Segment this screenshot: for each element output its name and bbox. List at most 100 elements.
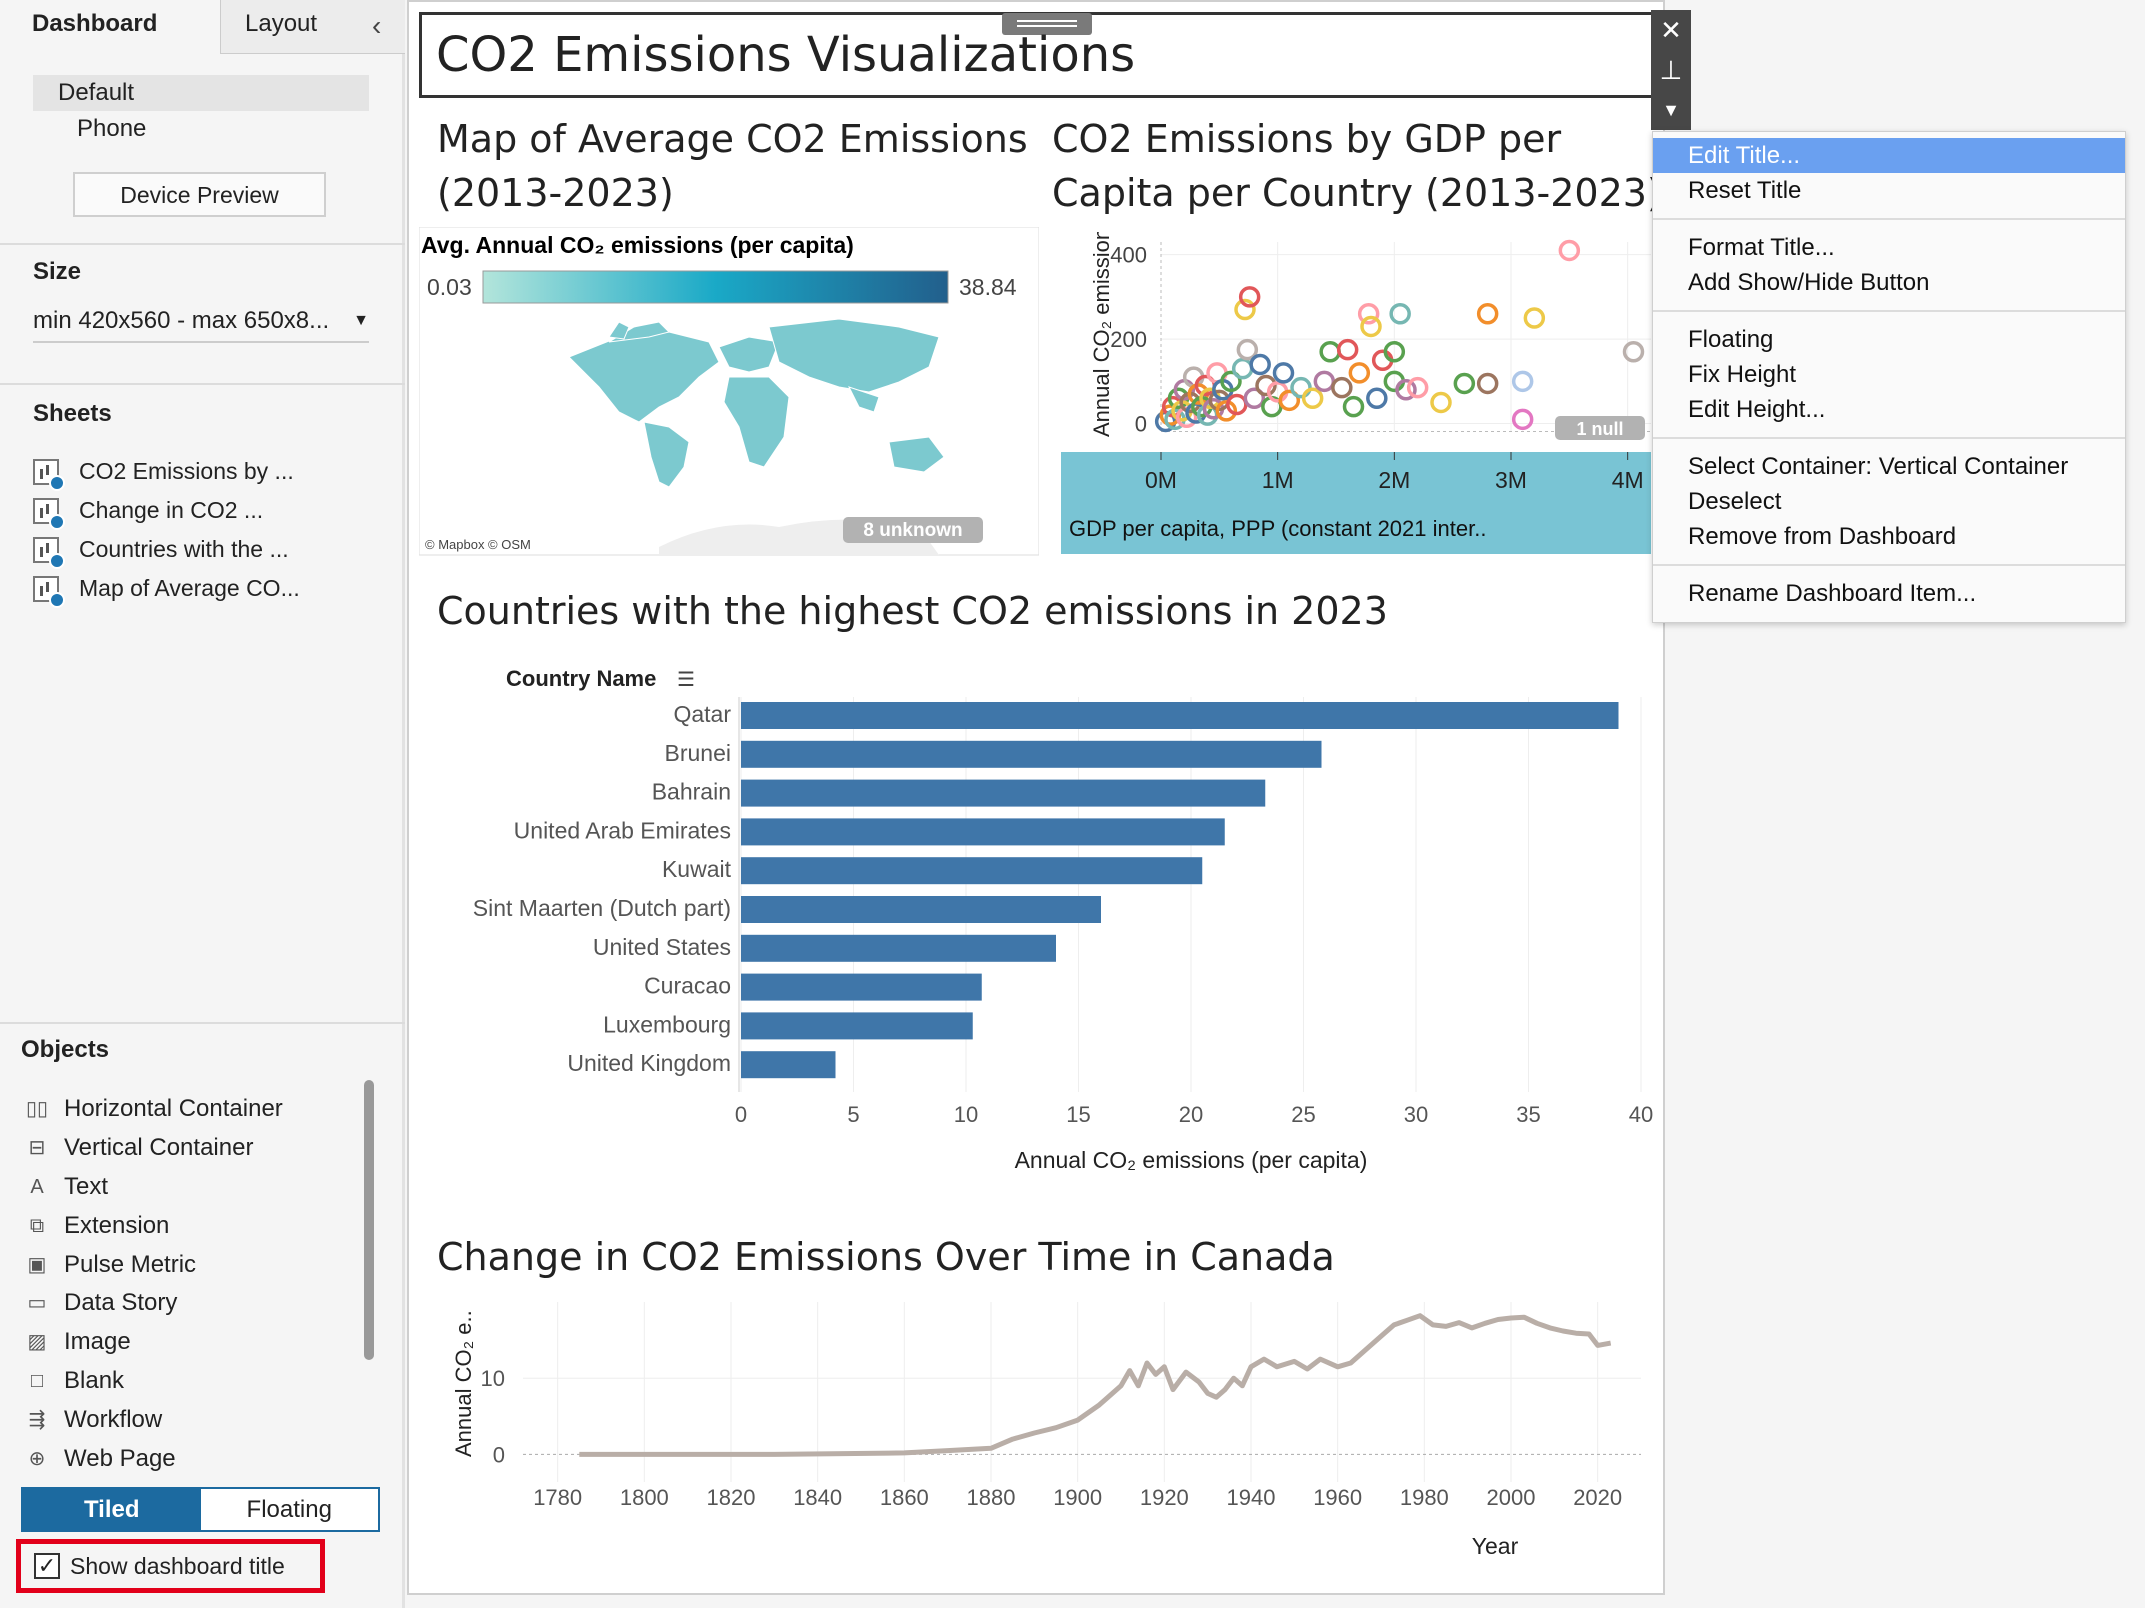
x-tick-label: 2000: [1487, 1485, 1536, 1510]
map-title: Map of Average CO2 Emissions (2013-2023): [437, 112, 1028, 220]
dashboard-title[interactable]: CO2 Emissions Visualizations: [419, 12, 1655, 98]
collapse-panel-icon[interactable]: ‹: [372, 10, 382, 41]
object-label: Vertical Container: [64, 1134, 254, 1162]
device-phone[interactable]: Phone: [77, 115, 147, 142]
device-list: Default Phone: [33, 75, 369, 147]
tab-layout[interactable]: Layout: [220, 0, 405, 54]
dashboard-title-text: CO2 Emissions Visualizations: [436, 27, 1136, 83]
x-axis-label: Year: [1472, 1533, 1519, 1559]
object-vertical-container[interactable]: ⊟ Vertical Container: [26, 1129, 356, 1168]
sheet-item[interactable]: CO2 Emissions by ...: [33, 452, 373, 491]
scatter-point: [1215, 400, 1238, 422]
menu-add-show-hide-button[interactable]: Add Show/Hide Button: [1688, 269, 1930, 296]
bar: [741, 857, 1203, 885]
x-tick-label: 1880: [967, 1485, 1016, 1510]
line-chart[interactable]: 1780 1800 1820 1840 1860 1880 1900 1920 1940 1960…: [419, 1292, 1659, 1572]
object-label: Pulse Metric: [64, 1250, 197, 1278]
size-dropdown[interactable]: min 420x560 - max 650x8... ▼: [33, 305, 369, 343]
object-workflow[interactable]: ⇶ Workflow: [26, 1400, 356, 1439]
device-preview-button[interactable]: Device Preview: [73, 172, 326, 217]
objects-scrollbar[interactable]: [364, 1080, 374, 1360]
bar: [741, 779, 1266, 807]
y-tick-label: 10: [481, 1366, 505, 1391]
object-web-page[interactable]: ⊕ Web Page: [26, 1439, 356, 1478]
scatter-point: [1360, 315, 1382, 338]
scatter-point: [1523, 307, 1546, 329]
sheet-item[interactable]: Countries with the ...: [33, 530, 373, 569]
map-view[interactable]: Avg. Annual CO₂ emissions (per capita) 0…: [419, 227, 1039, 557]
menu-deselect[interactable]: Deselect: [1688, 488, 1782, 515]
object-pulse-metric[interactable]: ▣ Pulse Metric: [26, 1245, 356, 1284]
object-label: Workflow: [64, 1405, 163, 1433]
null-badge: [1555, 416, 1645, 440]
objects-title: Objects: [21, 1036, 110, 1063]
category-label: Sint Maarten (Dutch part): [473, 895, 731, 921]
bar: [741, 740, 1322, 768]
category-label: Bahrain: [652, 779, 731, 805]
scatter-point: [1220, 370, 1242, 393]
object-horizontal-container[interactable]: ▯▯ Horizontal Container: [26, 1090, 356, 1129]
scatter-point: [1476, 372, 1499, 395]
bar-chart[interactable]: Country Name ☰ 0 5 10 15 20 25 30 35 40 Qatar Brunei…: [419, 652, 1659, 1182]
scatter-point: [1238, 286, 1261, 308]
menu-fix-height[interactable]: Fix Height: [1688, 361, 1797, 388]
x-tick-label: 40: [1629, 1102, 1653, 1127]
worksheet-icon: [33, 575, 65, 608]
menu-format-title[interactable]: Format Title...: [1688, 234, 1835, 261]
x-tick-label: 10: [954, 1102, 978, 1127]
bar: [741, 1051, 836, 1079]
layout-mode-toggle: Tiled Floating: [21, 1487, 380, 1532]
show-dashboard-title-checkbox[interactable]: ✓ Show dashboard title: [16, 1539, 325, 1593]
object-label: Extension: [64, 1211, 170, 1239]
menu-remove-from-dashboard[interactable]: Remove from Dashboard: [1688, 523, 1957, 550]
unknown-badge[interactable]: [843, 517, 983, 543]
menu-rename-dashboard-item[interactable]: Rename Dashboard Item...: [1688, 580, 1977, 607]
x-tick-label: 1840: [793, 1485, 842, 1510]
object-data-story[interactable]: ▭ Data Story: [26, 1284, 356, 1323]
menu-edit-height[interactable]: Edit Height...: [1688, 396, 1826, 423]
scatter-point: [1278, 389, 1301, 412]
size-title: Size: [33, 258, 82, 285]
x-tick-label: 20: [1179, 1102, 1203, 1127]
tab-dashboard[interactable]: Dashboard: [0, 0, 220, 54]
drag-handle-icon[interactable]: [1002, 13, 1092, 35]
sheet-item[interactable]: Map of Average CO...: [33, 569, 373, 608]
menu-separator: [1653, 310, 2125, 312]
object-extension[interactable]: ⧉ Extension: [26, 1206, 356, 1245]
scatter-point: [1389, 303, 1411, 325]
x-tick-label: 1M: [1262, 467, 1294, 493]
scatter-chart[interactable]: 0 200 400 0M 1M 2M 3M 4M Annual CO₂ emissions (p…: [1061, 232, 1661, 562]
blank-icon: □: [30, 1369, 44, 1392]
legend-min: 0.03: [427, 274, 472, 300]
y-axis-label: Annual CO₂ e..: [451, 1310, 476, 1457]
pin-icon[interactable]: ⊥: [1659, 55, 1683, 85]
x-tick-label: 1900: [1053, 1485, 1102, 1510]
x-tick-label: 2020: [1573, 1485, 1622, 1510]
x-tick-label: 1800: [620, 1485, 669, 1510]
tiled-button[interactable]: Tiled: [23, 1489, 201, 1530]
object-list: ▯▯ Horizontal Container ⊟ Vertical Contain…: [26, 1090, 356, 1478]
sheet-item[interactable]: Change in CO2 ...: [33, 491, 373, 530]
menu-select-container[interactable]: Select Container: Vertical Container: [1688, 453, 2069, 480]
object-image[interactable]: ▨ Image: [26, 1323, 356, 1362]
object-label: Web Page: [64, 1444, 176, 1472]
category-label: Kuwait: [662, 856, 732, 882]
floating-button[interactable]: Floating: [200, 1489, 378, 1530]
worksheet-icon: [33, 497, 65, 530]
menu-reset-title[interactable]: Reset Title: [1688, 177, 1802, 204]
menu-separator: [1653, 564, 2125, 566]
more-options-icon[interactable]: ▼: [1662, 100, 1680, 120]
menu-edit-title[interactable]: Edit Title...: [1653, 138, 2125, 173]
category-label: Brunei: [665, 740, 731, 766]
object-label: Blank: [64, 1366, 125, 1394]
menu-floating[interactable]: Floating: [1688, 326, 1774, 353]
x-axis-highlight: [1061, 452, 1651, 554]
close-icon[interactable]: ✕: [1660, 15, 1682, 45]
device-default[interactable]: Default: [33, 75, 369, 111]
web-page-icon: ⊕: [28, 1447, 46, 1470]
object-text[interactable]: A Text: [26, 1168, 356, 1207]
object-label: Horizontal Container: [64, 1095, 283, 1123]
object-blank[interactable]: □ Blank: [26, 1362, 356, 1401]
divider: [0, 383, 405, 385]
world-map: [568, 318, 945, 488]
